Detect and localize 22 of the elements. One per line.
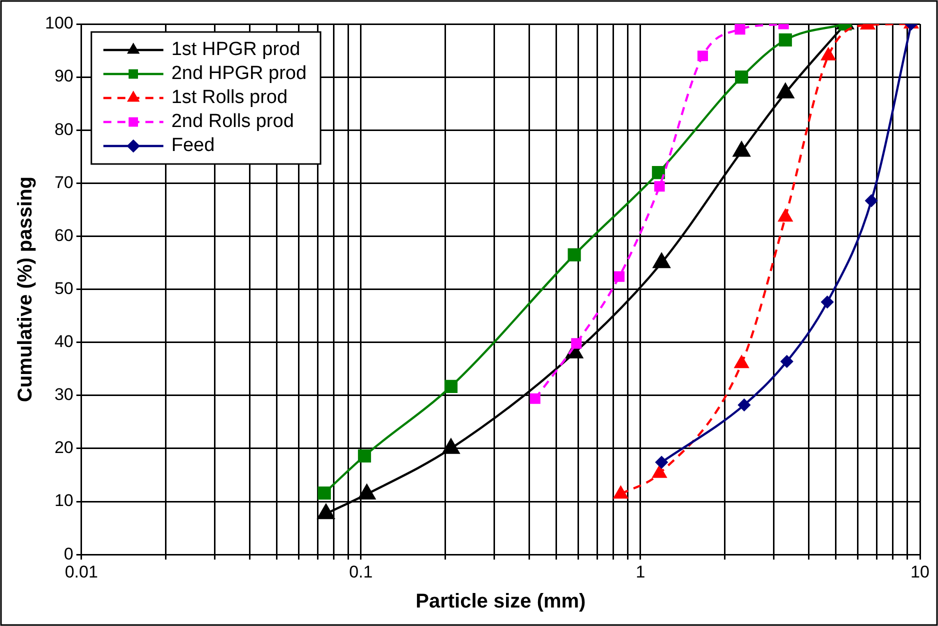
x-tick-label: 0.1 <box>349 562 373 582</box>
x-axis-title: Particle size (mm) <box>416 590 586 613</box>
y-tick-label: 100 <box>44 14 74 33</box>
y-tick-label: 80 <box>54 120 74 139</box>
y-tick-label: 50 <box>54 278 74 298</box>
legend-label: 1st Rolls prod <box>171 87 288 108</box>
x-tick-label: 10 <box>910 562 930 582</box>
legend-label: 1st HPGR prod <box>171 39 300 60</box>
x-tick-label: 0.01 <box>64 562 98 582</box>
y-tick-label: 70 <box>54 172 74 192</box>
y-tick-label: 60 <box>54 226 74 245</box>
y-tick-label: 40 <box>54 332 74 352</box>
legend-label: 2nd Rolls prod <box>171 111 294 132</box>
x-tick-label: 1 <box>636 562 646 582</box>
legend-label: 2nd HPGR prod <box>171 63 307 84</box>
y-tick-label: 0 <box>64 544 74 564</box>
y-tick-label: 20 <box>54 438 74 458</box>
y-tick-label: 90 <box>54 66 74 86</box>
y-tick-label: 10 <box>54 491 74 510</box>
legend-label: Feed <box>171 135 215 156</box>
y-axis-title: Cumulative (%) passing <box>14 176 37 402</box>
y-tick-label: 30 <box>54 385 74 404</box>
